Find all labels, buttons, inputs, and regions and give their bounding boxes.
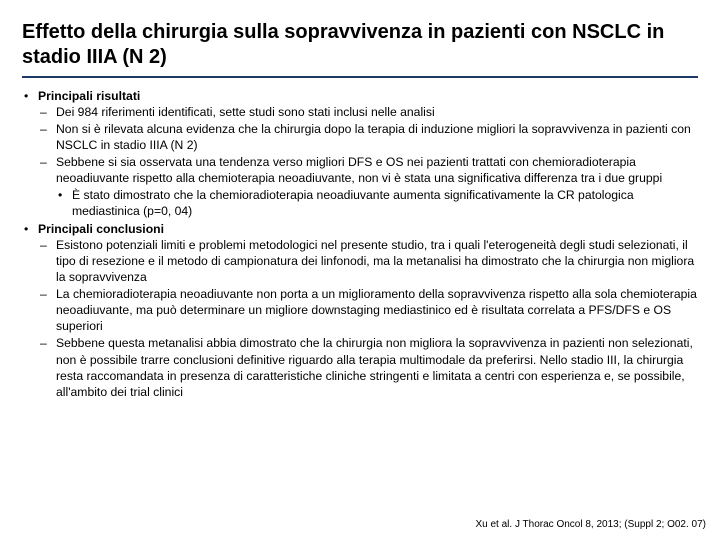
slide-title: Effetto della chirurgia sulla sopravvive… [22,20,698,78]
conclusions-item: Sebbene questa metanalisi abbia dimostra… [38,335,698,399]
conclusions-item: La chemioradioterapia neoadiuvante non p… [38,286,698,334]
bullet-results: Principali risultati Dei 984 riferimenti… [22,88,698,219]
results-subitem: È stato dimostrato che la chemioradioter… [56,187,698,219]
results-item: Sebbene si sia osservata una tendenza ve… [38,154,698,218]
conclusions-heading: Principali conclusioni [38,222,164,236]
citation: Xu et al. J Thorac Oncol 8, 2013; (Suppl… [475,519,706,530]
results-item: Dei 984 riferimenti identificati, sette … [38,104,698,120]
slide-content: Principali risultati Dei 984 riferimenti… [22,88,698,400]
results-item: Non si è rilevata alcuna evidenza che la… [38,121,698,153]
bullet-conclusions: Principali conclusioni Esistono potenzia… [22,221,698,400]
conclusions-item: Esistono potenziali limiti e problemi me… [38,237,698,285]
results-heading: Principali risultati [38,89,140,103]
results-item-text: Sebbene si sia osservata una tendenza ve… [56,155,662,185]
